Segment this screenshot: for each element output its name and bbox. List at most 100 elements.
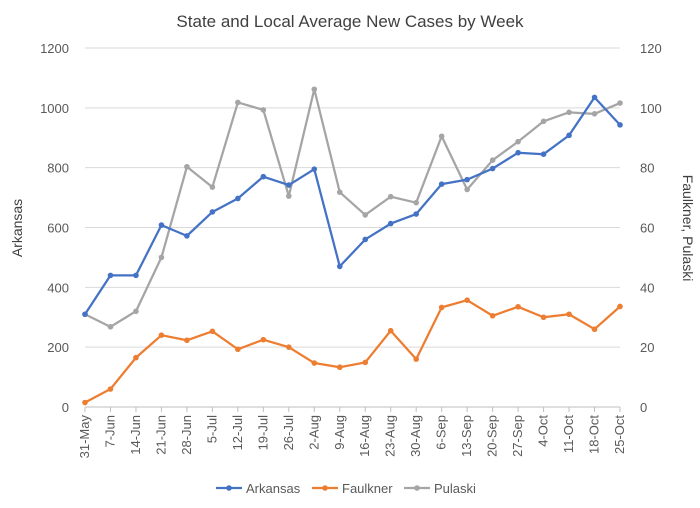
faulkner-point [336,364,343,371]
pulaski-point [617,100,623,106]
pulaski-point [362,212,369,218]
right-tick-label: 100 [640,101,662,116]
pulaski-point [260,107,267,113]
arkansas-point [260,173,267,180]
pulaski-line [84,88,621,328]
pulaski-point [336,189,343,195]
arkansas-point [617,122,623,128]
left-axis-label: Arkansas [9,199,25,257]
arkansas-point [82,311,88,318]
arkansas-point [336,263,343,270]
pulaski-point [133,308,139,315]
faulkner-point [438,304,445,311]
x-tick-label: 20-Sep [485,415,500,457]
faulkner-point [617,303,623,310]
pulaski-point [464,186,470,193]
chart-title: State and Local Average New Cases by Wee… [176,12,524,31]
pulaski-point [184,163,190,170]
legend-label: Pulaski [434,481,476,496]
arkansas-point [566,132,572,139]
arkansas-point [464,176,470,183]
pulaski-point [387,193,394,200]
x-tick-label: 13-Sep [459,415,474,457]
faulkner-point [158,332,165,339]
legend-item-arkansas: Arkansas [216,481,301,496]
right-axis-label: Faulkner, Pulaski [680,175,696,282]
gridlines [85,47,620,408]
left-tick-label: 800 [47,161,69,176]
faulkner-point [286,344,292,350]
legend-label: Arkansas [246,481,301,496]
legend: Arkansas Faulkner Pulaski [216,481,476,496]
faulkner-point [362,359,369,366]
x-axis-ticks: 31-May 7-Jun 14-Jun 21-Jun 28-Jun 5-Jul 12-Jul… [77,407,627,458]
x-tick-label: 26-Jul [281,415,296,451]
legend-item-faulkner: Faulkner [312,481,393,496]
legend-marker [322,485,328,491]
right-axis-ticks: 0 20 40 60 80 100 120 [640,41,662,415]
x-tick-label: 7-Jun [102,415,117,448]
right-tick-label: 20 [640,340,654,355]
pulaski-point [515,138,521,145]
x-tick-label: 23-Aug [383,415,398,457]
x-tick-label: 12-Jul [230,415,245,451]
x-tick-label: 5-Jul [204,415,219,443]
x-tick-label: 9-Aug [332,415,347,450]
x-tick-label: 28-Jun [179,415,194,455]
x-tick-label: 18-Oct [587,415,602,454]
right-tick-label: 60 [640,221,654,236]
faulkner-point [591,326,598,333]
left-tick-label: 1000 [40,101,69,116]
arkansas-point [438,181,445,187]
faulkner-point [489,312,496,319]
arkansas-point [387,220,394,227]
pulaski-point [540,118,547,125]
faulkner-line [84,299,621,404]
x-tick-label: 16-Aug [357,415,372,457]
x-tick-label: 31-May [77,415,92,459]
x-tick-label: 6-Sep [434,415,449,450]
arkansas-point [489,165,496,172]
pulaski-point [311,86,318,93]
faulkner-point [107,386,114,392]
arkansas-point [591,94,598,101]
faulkner-point [413,356,419,362]
left-tick-label: 400 [47,280,69,295]
faulkner-point [133,354,139,361]
arkansas-point [515,149,521,156]
faulkner-point [515,303,521,310]
legend-label: Faulkner [342,481,393,496]
series-group [82,86,623,406]
series-pulaski [82,86,623,330]
right-tick-label: 0 [640,400,647,415]
left-tick-label: 0 [62,400,69,415]
pulaski-point [413,199,419,206]
x-tick-label: 14-Jun [128,415,143,455]
x-tick-label: 25-Oct [612,415,627,454]
pulaski-point [107,324,114,330]
arkansas-point [311,166,318,172]
arkansas-point [184,233,190,239]
arkansas-point [540,151,547,158]
faulkner-point [566,311,572,318]
faulkner-point [311,360,318,366]
x-tick-label: 4-Oct [536,415,551,447]
x-tick-label: 19-Jul [255,415,270,451]
faulkner-point [260,336,267,343]
x-tick-label: 30-Aug [408,415,423,457]
faulkner-point [82,399,88,406]
pulaski-point [286,193,292,199]
legend-marker [414,485,420,491]
pulaski-point [438,133,445,140]
right-tick-label: 120 [640,41,662,56]
x-tick-label: 27-Sep [510,415,525,457]
left-axis-ticks: 0 200 400 600 800 1000 1200 [40,41,69,415]
x-tick-label: 2-Aug [306,415,321,450]
faulkner-point [209,328,216,335]
left-tick-label: 200 [47,340,69,355]
x-tick-label: 11-Oct [561,415,576,453]
legend-marker [226,485,232,491]
arkansas-point [362,236,369,243]
pulaski-point [209,184,216,190]
